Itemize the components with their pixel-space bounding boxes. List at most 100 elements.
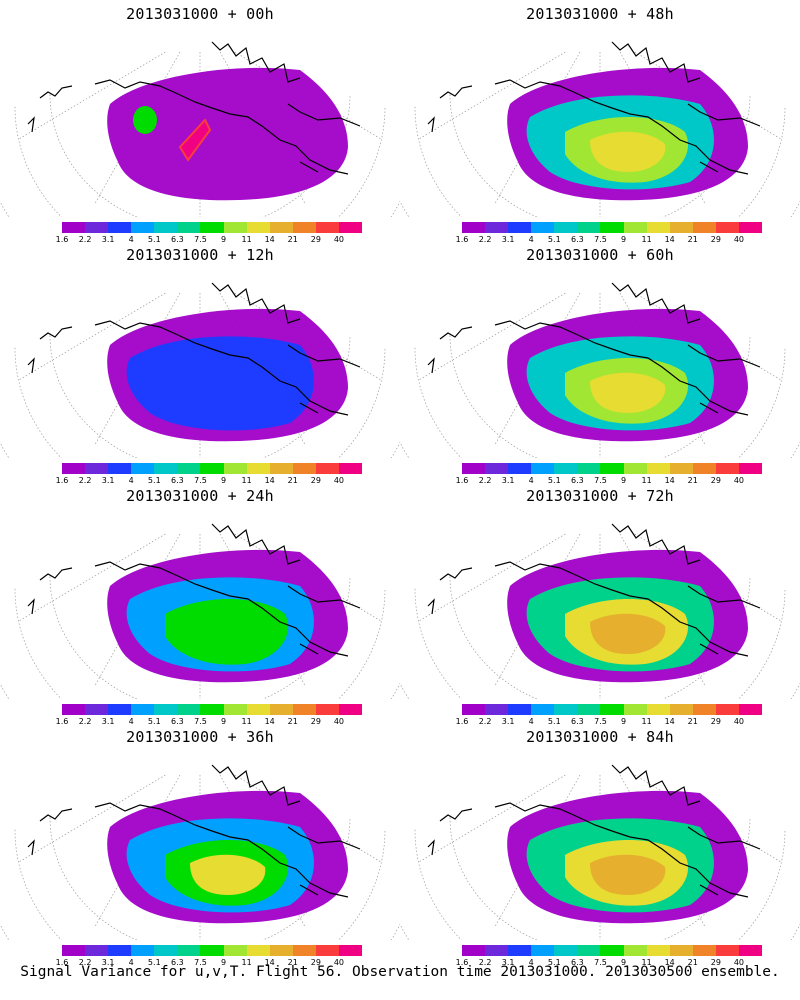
colorbar-label: 6.3 — [171, 476, 184, 485]
colorbar-label: 29 — [710, 235, 721, 244]
colorbar-label: 6.3 — [171, 235, 184, 244]
colorbar-label: 40 — [333, 235, 345, 244]
variance-map — [400, 282, 800, 458]
colorbar-swatch — [531, 945, 555, 956]
variance-field — [107, 549, 348, 683]
panel-title: 2013031000 + 00h — [126, 5, 274, 23]
colorbar-label: 21 — [687, 235, 698, 244]
colorbar-swatch — [292, 222, 316, 233]
colorbar-swatch — [692, 704, 716, 715]
colorbar-label: 21 — [287, 717, 298, 726]
colorbar-swatch — [223, 945, 247, 956]
colorbar-swatch — [338, 704, 363, 715]
panel-title: 2013031000 + 72h — [526, 487, 674, 505]
colorbar-swatch — [85, 704, 109, 715]
colorbar-label: 40 — [333, 717, 345, 726]
colorbar-label: 40 — [733, 235, 745, 244]
colorbar-label: 11 — [241, 235, 252, 244]
colorbar-swatch — [62, 945, 86, 956]
colorbar-label: 7.5 — [594, 235, 607, 244]
colorbar-label: 14 — [664, 476, 675, 485]
colorbar-swatch — [292, 945, 316, 956]
colorbar-label: 29 — [710, 717, 721, 726]
colorbar-label: 3.1 — [101, 476, 115, 485]
colorbar-swatch — [692, 463, 716, 474]
colorbar-swatch — [554, 222, 578, 233]
colorbar-swatch — [246, 704, 270, 715]
colorbar-swatch — [485, 222, 509, 233]
colorbar-label: 2.2 — [78, 476, 92, 485]
colorbar-label: 11 — [641, 958, 652, 967]
variance-field — [507, 549, 748, 683]
map-panel: 2013031000 + 36h 1.6 2.2 3.1 4 5.1 6.3 7.5 9 11 14… — [0, 723, 400, 967]
colorbar-label: 7.5 — [194, 958, 207, 967]
map-panel: 2013031000 + 48h 1.6 2.2 3.1 4 5.1 6.3 7.5 9 11 14… — [400, 0, 800, 244]
map-panel: 2013031000 + 72h 1.6 2.2 3.1 4 5.1 6.3 7.5 9 11 14… — [400, 482, 800, 726]
colorbar-label: 5.1 — [147, 476, 161, 485]
colorbar-label: 3.1 — [101, 717, 115, 726]
colorbar-swatch — [154, 222, 178, 233]
colorbar-label: 5.1 — [547, 476, 561, 485]
colorbar-label: 7.5 — [194, 717, 207, 726]
colorbar — [462, 945, 763, 956]
colorbar-swatch — [715, 222, 739, 233]
colorbar-label: 5.1 — [147, 235, 161, 244]
colorbar-swatch — [462, 945, 486, 956]
colorbar-swatch — [108, 222, 132, 233]
colorbar-labels: 1.6 2.2 3.1 4 5.1 6.3 7.5 9 11 14 21 29 40 — [456, 958, 762, 968]
colorbar-swatch — [246, 945, 270, 956]
colorbar-swatch — [646, 704, 670, 715]
variance-map — [400, 523, 800, 699]
colorbar-label: 4 — [528, 476, 534, 485]
colorbar — [62, 222, 363, 233]
colorbar-swatch — [108, 945, 132, 956]
colorbar-labels: 1.6 2.2 3.1 4 5.1 6.3 7.5 9 11 14 21 29 40 — [456, 476, 762, 486]
colorbar-swatch — [223, 463, 247, 474]
colorbar-swatch — [623, 945, 647, 956]
colorbar-swatch — [646, 463, 670, 474]
colorbar-swatch — [508, 463, 532, 474]
colorbar-label: 2.2 — [78, 717, 92, 726]
colorbar-label: 1.6 — [455, 958, 469, 967]
colorbar-label: 21 — [287, 476, 298, 485]
colorbar-swatch — [62, 463, 86, 474]
map-panel: 2013031000 + 00h 1.6 2.2 3.1 4 5.1 6.3 7.5 9 11 14… — [0, 0, 400, 244]
colorbar-label: 3.1 — [501, 958, 515, 967]
colorbar-swatch — [600, 222, 624, 233]
colorbar-label: 6.3 — [571, 235, 584, 244]
colorbar-swatch — [246, 463, 270, 474]
panel-title: 2013031000 + 48h — [526, 5, 674, 23]
map-panel: 2013031000 + 12h 1.6 2.2 3.1 4 5.1 6.3 7.5 9 11 14… — [0, 241, 400, 485]
colorbar-swatch — [85, 463, 109, 474]
colorbar-label: 1.6 — [455, 717, 469, 726]
colorbar-label: 2.2 — [78, 958, 92, 967]
colorbar-swatch — [177, 222, 201, 233]
colorbar-swatch — [315, 945, 339, 956]
colorbar-swatch — [738, 704, 763, 715]
colorbar-swatch — [600, 704, 624, 715]
colorbar-label: 14 — [264, 476, 275, 485]
colorbar-swatch — [85, 222, 109, 233]
colorbar-label: 9 — [220, 958, 227, 967]
colorbar-label: 11 — [641, 717, 652, 726]
colorbar-swatch — [246, 222, 270, 233]
colorbar-swatch — [508, 945, 532, 956]
colorbar-label: 3.1 — [101, 958, 115, 967]
colorbar-swatch — [154, 945, 178, 956]
colorbar-swatch — [108, 704, 132, 715]
panel-title: 2013031000 + 60h — [526, 246, 674, 264]
map-panel: 2013031000 + 24h 1.6 2.2 3.1 4 5.1 6.3 7.5 9 11 14… — [0, 482, 400, 726]
colorbar-label: 4 — [528, 235, 534, 244]
colorbar-swatch — [269, 463, 293, 474]
colorbar-label: 9 — [220, 717, 227, 726]
colorbar-label: 6.3 — [171, 958, 184, 967]
colorbar-swatch — [485, 463, 509, 474]
colorbar-swatch — [577, 704, 601, 715]
colorbar-swatch — [131, 945, 155, 956]
colorbar-swatch — [131, 463, 155, 474]
colorbar-label: 9 — [620, 958, 627, 967]
colorbar-swatch — [223, 222, 247, 233]
colorbar-swatch — [292, 704, 316, 715]
colorbar-label: 2.2 — [478, 717, 492, 726]
